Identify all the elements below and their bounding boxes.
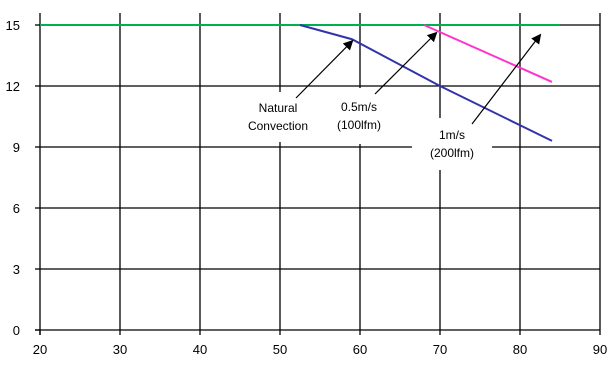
annotation-arrow	[295, 39, 354, 99]
annotation-3: 1m/s (200lfm)	[412, 33, 542, 170]
x-tick-label: 80	[513, 342, 527, 357]
x-tick-label: 70	[433, 342, 447, 357]
y-tick-label: 9	[13, 140, 20, 155]
annotation-2: 0.5m/s (100lfm)	[322, 31, 438, 144]
grid	[40, 13, 601, 330]
annotation-text: Natural	[259, 101, 298, 115]
x-tick-label: 20	[33, 342, 47, 357]
axes	[35, 13, 601, 335]
x-tick-label: 50	[273, 342, 287, 357]
annotation-text: (100lfm)	[337, 118, 381, 132]
x-tick-label: 40	[193, 342, 207, 357]
x-tick-label: 30	[113, 342, 127, 357]
x-tick-label: 90	[593, 342, 607, 357]
tick-labels: 20 30 40 50 60 70 80 90 0 3 6 9 12 15	[6, 18, 607, 357]
annotations: Natural Convection 0.5m/s (100lfm) 1m/s (200l…	[232, 31, 542, 170]
x-tick-label: 60	[353, 342, 367, 357]
annotation-arrow	[374, 31, 438, 95]
y-tick-label: 12	[6, 79, 20, 94]
annotation-text: Convection	[248, 119, 308, 133]
annotation-bg	[412, 118, 492, 170]
annotation-text: (200lfm)	[430, 146, 474, 160]
y-tick-label: 3	[13, 262, 20, 277]
annotation-arrow	[471, 33, 542, 125]
plot-series	[40, 24, 560, 142]
annotation-text: 0.5m/s	[341, 100, 377, 114]
series-line-2	[299, 24, 553, 142]
y-tick-label: 15	[6, 18, 20, 33]
series-line-3	[423, 24, 553, 83]
annotation-1: Natural Convection	[232, 39, 354, 142]
y-tick-label: 0	[13, 323, 20, 338]
annotation-text: 1m/s	[439, 128, 465, 142]
annotation-bg	[232, 92, 324, 142]
y-tick-label: 6	[13, 201, 20, 216]
annotation-bg	[322, 88, 396, 144]
